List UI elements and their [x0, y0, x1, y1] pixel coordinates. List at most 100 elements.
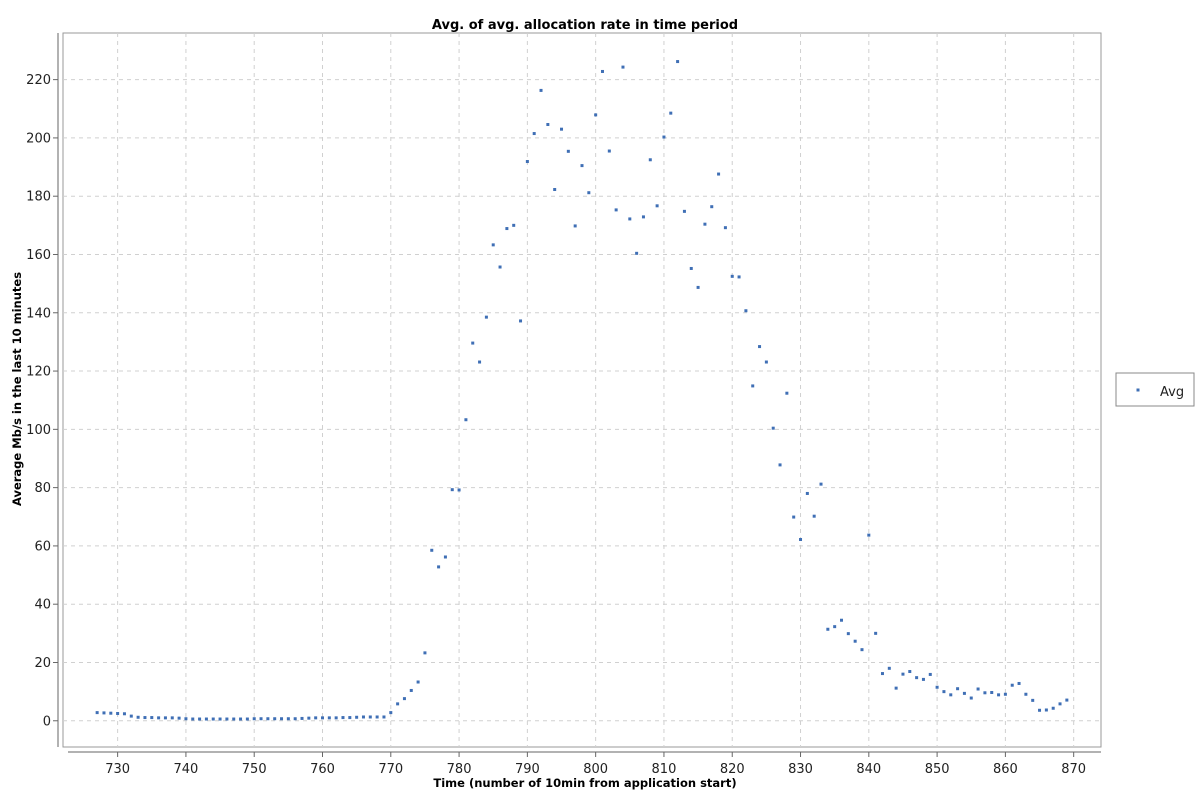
- data-point: [252, 717, 256, 721]
- data-point: [990, 691, 994, 695]
- y-tick-label: 140: [26, 306, 51, 321]
- data-point: [321, 716, 324, 720]
- data-point: [539, 88, 543, 92]
- data-point: [368, 715, 372, 719]
- data-point: [457, 488, 461, 492]
- data-point: [218, 717, 222, 721]
- data-point: [430, 548, 434, 552]
- data-point: [771, 426, 775, 430]
- data-point: [280, 717, 284, 721]
- data-point: [799, 538, 803, 542]
- data-point: [867, 533, 871, 537]
- data-point: [423, 651, 427, 655]
- data-point: [389, 711, 393, 715]
- x-tick-label: 800: [583, 762, 608, 777]
- data-point: [136, 715, 140, 719]
- data-point: [669, 111, 673, 115]
- data-point: [512, 223, 516, 227]
- x-axis-title: Time (number of 10min from application s…: [433, 776, 736, 790]
- data-point: [717, 172, 721, 176]
- data-point: [751, 384, 755, 388]
- data-point: [566, 149, 570, 153]
- data-point: [184, 717, 188, 721]
- data-point: [327, 716, 331, 720]
- axes: [57, 33, 1101, 753]
- y-axis-title: Average Mb/s in the last 10 minutes: [10, 272, 24, 506]
- data-point: [334, 716, 338, 720]
- y-tick-label: 80: [34, 481, 51, 496]
- y-tick-label: 100: [26, 423, 51, 438]
- data-point: [621, 65, 625, 69]
- data-point: [484, 315, 488, 319]
- data-point: [382, 715, 386, 719]
- data-point: [689, 266, 693, 270]
- legend-marker: [1136, 388, 1140, 392]
- data-point: [921, 677, 925, 681]
- data-point: [143, 716, 147, 720]
- data-point: [1051, 706, 1055, 710]
- x-tick-label: 770: [378, 762, 403, 777]
- data-point: [245, 717, 249, 721]
- legend-box: [1115, 372, 1195, 407]
- data-point: [812, 514, 816, 518]
- data-point: [546, 123, 550, 127]
- data-point: [416, 680, 420, 684]
- data-point: [887, 666, 891, 670]
- y-tick-label: 40: [34, 598, 51, 613]
- data-point: [833, 625, 837, 629]
- data-point: [956, 687, 960, 691]
- data-point: [519, 319, 523, 323]
- data-point: [95, 711, 99, 715]
- y-tick-label: 180: [26, 190, 51, 205]
- data-point: [525, 160, 529, 164]
- data-point: [129, 714, 133, 718]
- data-point: [191, 717, 195, 721]
- data-point: [116, 711, 120, 715]
- data-point: [737, 275, 741, 279]
- data-point: [1010, 683, 1014, 687]
- data-point: [853, 639, 857, 643]
- data-point: [614, 208, 618, 212]
- data-point: [880, 672, 884, 676]
- data-point: [682, 209, 686, 213]
- data-point: [300, 716, 304, 720]
- data-point: [969, 696, 973, 700]
- data-point: [157, 716, 161, 720]
- data-point: [908, 670, 912, 674]
- data-point: [348, 716, 352, 720]
- data-point: [355, 715, 359, 719]
- data-point: [478, 360, 482, 364]
- data-point: [273, 717, 277, 721]
- data-point: [792, 515, 796, 519]
- x-tick-label: 810: [652, 762, 677, 777]
- data-point: [901, 672, 905, 676]
- data-point: [894, 686, 898, 690]
- data-point: [696, 285, 700, 289]
- data-point: [1003, 692, 1007, 696]
- data-point: [498, 265, 502, 269]
- data-point: [641, 215, 645, 219]
- data-point: [1017, 681, 1021, 685]
- chart-title: Avg. of avg. allocation rate in time per…: [432, 18, 738, 33]
- data-point: [819, 482, 823, 486]
- data-point: [1044, 708, 1048, 712]
- data-point: [594, 113, 598, 117]
- data-point: [109, 711, 113, 715]
- data-point: [662, 135, 666, 139]
- data-point: [723, 226, 727, 230]
- data-point: [102, 711, 106, 715]
- data-point: [553, 187, 557, 191]
- y-ticks: 0 20 40 60 80 100 120 140 160 180 200 220: [26, 73, 58, 729]
- data-point: [1024, 692, 1028, 696]
- x-ticks: 730 740 750 760 770 780 790 800 810 820 830 840 850 8…: [105, 752, 1086, 777]
- x-tick-label: 780: [447, 762, 472, 777]
- x-tick-label: 850: [925, 762, 950, 777]
- data-point: [450, 488, 454, 492]
- data-point: [840, 618, 843, 622]
- data-point: [532, 132, 536, 136]
- data-point: [826, 627, 830, 631]
- data-point: [635, 251, 639, 255]
- data-point: [942, 690, 946, 694]
- grid-lines: [63, 33, 1101, 747]
- x-tick-label: 730: [105, 762, 130, 777]
